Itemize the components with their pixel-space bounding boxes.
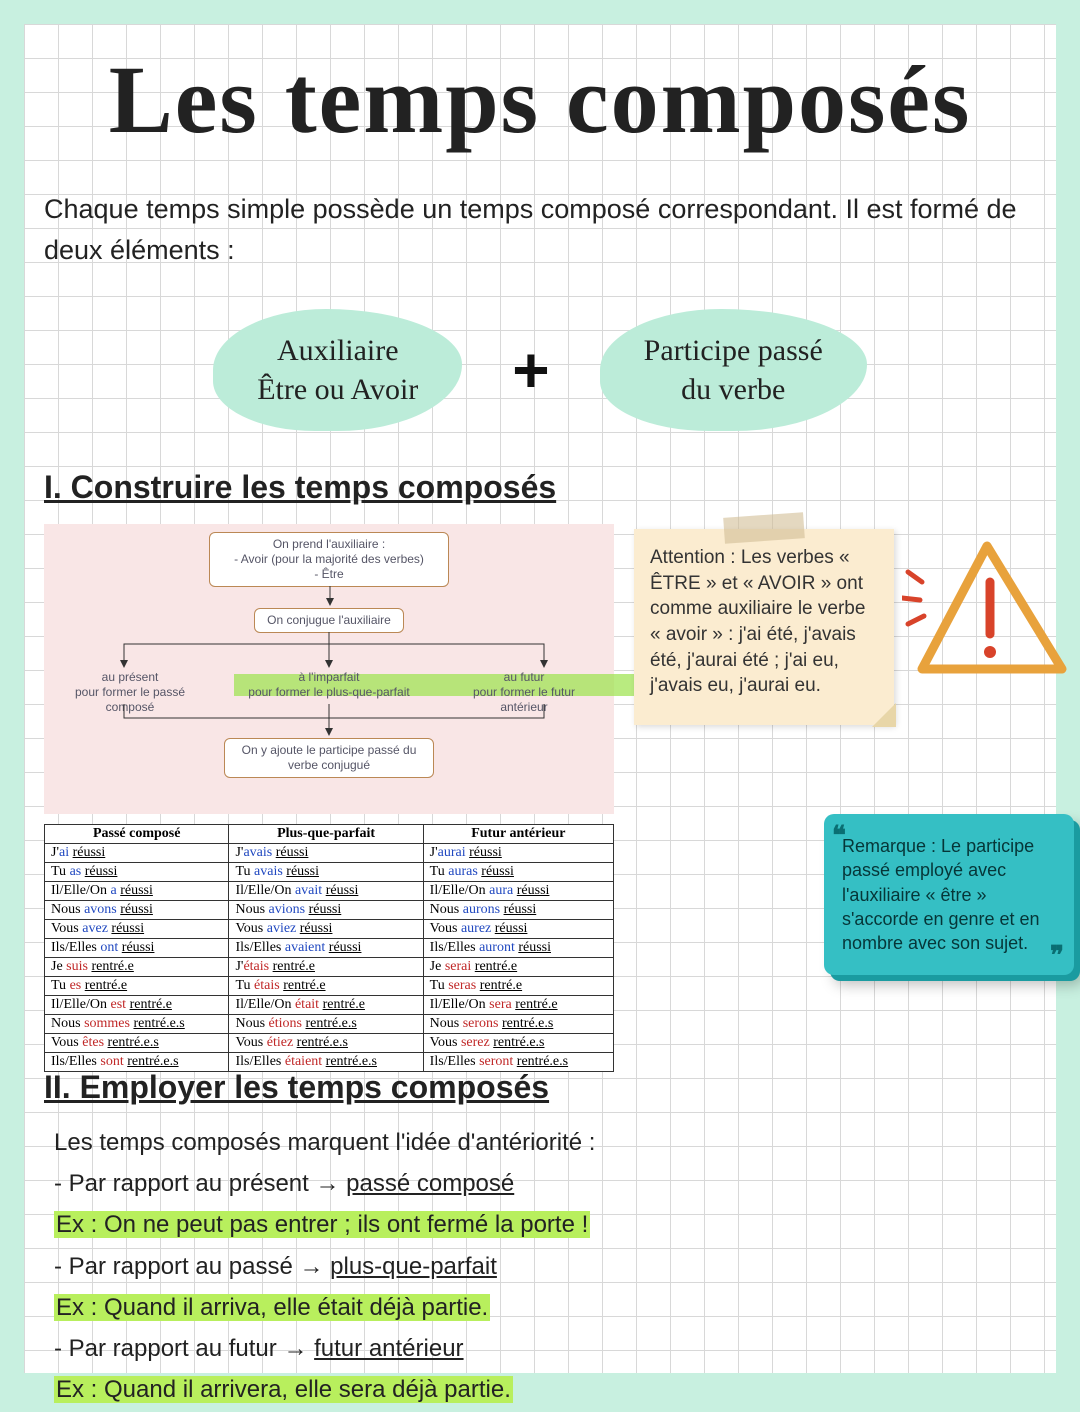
table-cell: Nous étions rentré.e.s [229,1015,423,1034]
table-row: Vous avez réussiVous aviez réussiVous au… [45,920,614,939]
table-cell: Tu auras réussi [423,863,613,882]
table-cell: Tu es rentré.e [45,977,229,996]
usage-rule: - Par rapport au futur → futur antérieur [54,1330,1026,1367]
table-cell: Tu étais rentré.e [229,977,423,996]
table-row: Nous avons réussiNous avions réussiNous … [45,901,614,920]
table-cell: Vous serez rentré.e.s [423,1034,613,1053]
intro-text: Chaque temps simple possède un temps com… [44,189,1036,270]
aux-line2: Être ou Avoir [257,370,418,409]
table-row: Nous sommes rentré.e.sNous étions rentré… [45,1015,614,1034]
table-header: Plus-que-parfait [229,825,423,844]
quote-open-icon: ❝ [832,818,846,853]
pp-line1: Participe passé [644,331,823,370]
table-row: Tu as réussiTu avais réussiTu auras réus… [45,863,614,882]
table-cell: Nous avons réussi [45,901,229,920]
usage-example: Ex : Quand il arrivera, elle sera déjà p… [54,1371,1026,1408]
usage-lead: Les temps composés marquent l'idée d'ant… [54,1124,1026,1161]
table-cell: J'étais rentré.e [229,958,423,977]
table-cell: Vous avez réussi [45,920,229,939]
participle-blob: Participe passé du verbe [600,309,867,431]
table-cell: Il/Elle/On aura réussi [423,882,613,901]
paper-sheet: Les temps composés Chaque temps simple p… [24,24,1056,1373]
table-cell: Je serai rentré.e [423,958,613,977]
usage-block: Les temps composés marquent l'idée d'ant… [54,1124,1026,1412]
table-row: Tu es rentré.eTu étais rentré.eTu seras … [45,977,614,996]
table-row: Vous êtes rentré.e.sVous étiez rentré.e.… [45,1034,614,1053]
attention-sticky-note: Attention : Les verbes « ÊTRE » et « AVO… [634,529,894,725]
table-cell: Vous aurez réussi [423,920,613,939]
usage-rule: - Par rapport au passé → plus-que-parfai… [54,1248,1026,1285]
table-cell: Vous êtes rentré.e.s [45,1034,229,1053]
table-cell: Tu seras rentré.e [423,977,613,996]
table-cell: J'aurai réussi [423,844,613,863]
table-cell: Il/Elle/On avait réussi [229,882,423,901]
construction-diagram: On prend l'auxiliaire : - Avoir (pour la… [44,524,614,814]
table-cell: Il/Elle/On sera rentré.e [423,996,613,1015]
table-header: Futur antérieur [423,825,613,844]
table-cell: Nous sommes rentré.e.s [45,1015,229,1034]
diagram-box-mid: On conjugue l'auxiliaire [254,608,404,633]
table-cell: Il/Elle/On est rentré.e [45,996,229,1015]
auxiliary-blob: Auxiliaire Être ou Avoir [213,309,462,431]
table-row: Je suis rentré.eJ'étais rentré.eJe serai… [45,958,614,977]
pp-line2: du verbe [644,370,823,409]
table-cell: Ils/Elles auront réussi [423,939,613,958]
table-header: Passé composé [45,825,229,844]
diagram-leaf-2: à l'imparfait pour former le plus-que-pa… [239,666,419,704]
remark-text: Remarque : Le participe passé employé av… [842,836,1040,953]
table-cell: J'ai réussi [45,844,229,863]
table-cell: Vous aviez réussi [229,920,423,939]
usage-example: Ex : On ne peut pas entrer ; ils ont fer… [54,1206,1026,1243]
table-cell: Nous aurons réussi [423,901,613,920]
conjugation-table: Passé composéPlus-que-parfaitFutur antér… [44,824,614,1072]
table-cell: Je suis rentré.e [45,958,229,977]
remark-card: ❝ Remarque : Le participe passé employé … [824,814,1074,975]
usage-example: Ex : Quand il arriva, elle était déjà pa… [54,1289,1026,1326]
quote-close-icon: ❞ [1050,938,1064,973]
table-row: Il/Elle/On a réussiIl/Elle/On avait réus… [45,882,614,901]
aux-line1: Auxiliaire [257,331,418,370]
section-2-heading: II. Employer les temps composés [44,1069,549,1106]
table-cell: Vous étiez rentré.e.s [229,1034,423,1053]
table-cell: Il/Elle/On a réussi [45,882,229,901]
formula-row: Auxiliaire Être ou Avoir + Participe pas… [24,309,1056,431]
usage-rule: - Par rapport au présent → passé composé [54,1165,1026,1202]
plus-sign: + [512,333,549,407]
page-title: Les temps composés [24,44,1056,155]
table-cell: Ils/Elles avaient réussi [229,939,423,958]
table-cell: Tu avais réussi [229,863,423,882]
section-1-heading: I. Construire les temps composés [44,469,556,506]
table-cell: Nous serons rentré.e.s [423,1015,613,1034]
diagram-box-bottom: On y ajoute le participe passé du verbe … [224,738,434,778]
table-cell: Il/Elle/On était rentré.e [229,996,423,1015]
table-row: Ils/Elles ont réussiIls/Elles avaient ré… [45,939,614,958]
table-cell: Ils/Elles ont réussi [45,939,229,958]
table-cell: Tu as réussi [45,863,229,882]
table-row: J'ai réussiJ'avais réussiJ'aurai réussi [45,844,614,863]
diagram-box-top: On prend l'auxiliaire : - Avoir (pour la… [209,532,449,587]
table-cell: Nous avions réussi [229,901,423,920]
warning-triangle-icon [902,534,1072,684]
table-cell: J'avais réussi [229,844,423,863]
table-row: Il/Elle/On est rentré.eIl/Elle/On était … [45,996,614,1015]
